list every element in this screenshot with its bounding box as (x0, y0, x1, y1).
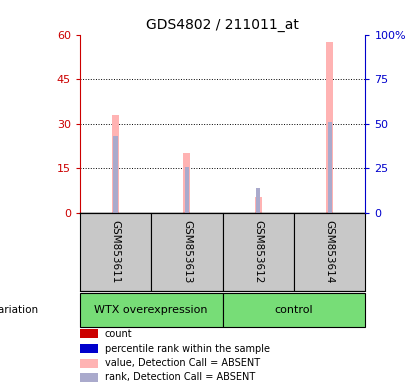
Text: rank, Detection Call = ABSENT: rank, Detection Call = ABSENT (105, 372, 255, 382)
Text: GSM853611: GSM853611 (110, 220, 121, 284)
Bar (80, 344, 98, 353)
Bar (80, 359, 98, 367)
Bar (80, 293, 223, 327)
Title: GDS4802 / 211011_at: GDS4802 / 211011_at (146, 18, 299, 32)
Text: GSM853612: GSM853612 (253, 220, 263, 284)
Bar (294, 213, 365, 291)
Bar (80, 329, 98, 338)
Bar (151, 213, 223, 291)
Text: value, Detection Call = ABSENT: value, Detection Call = ABSENT (105, 358, 260, 368)
Bar (185, 167, 189, 213)
Bar (113, 136, 118, 213)
Text: count: count (105, 329, 132, 339)
Bar (112, 115, 119, 213)
Text: percentile rank within the sample: percentile rank within the sample (105, 344, 270, 354)
Bar (255, 197, 262, 213)
Text: GSM853614: GSM853614 (325, 220, 335, 284)
Bar (223, 213, 294, 291)
Text: control: control (275, 305, 313, 315)
Bar (80, 373, 98, 382)
Bar (326, 42, 333, 213)
Text: GSM853613: GSM853613 (182, 220, 192, 284)
Bar (256, 188, 260, 213)
Bar (328, 122, 332, 213)
Text: WTX overexpression: WTX overexpression (94, 305, 208, 315)
Bar (223, 293, 365, 327)
Bar (183, 154, 191, 213)
Text: genotype/variation: genotype/variation (0, 305, 38, 315)
Bar (80, 213, 151, 291)
